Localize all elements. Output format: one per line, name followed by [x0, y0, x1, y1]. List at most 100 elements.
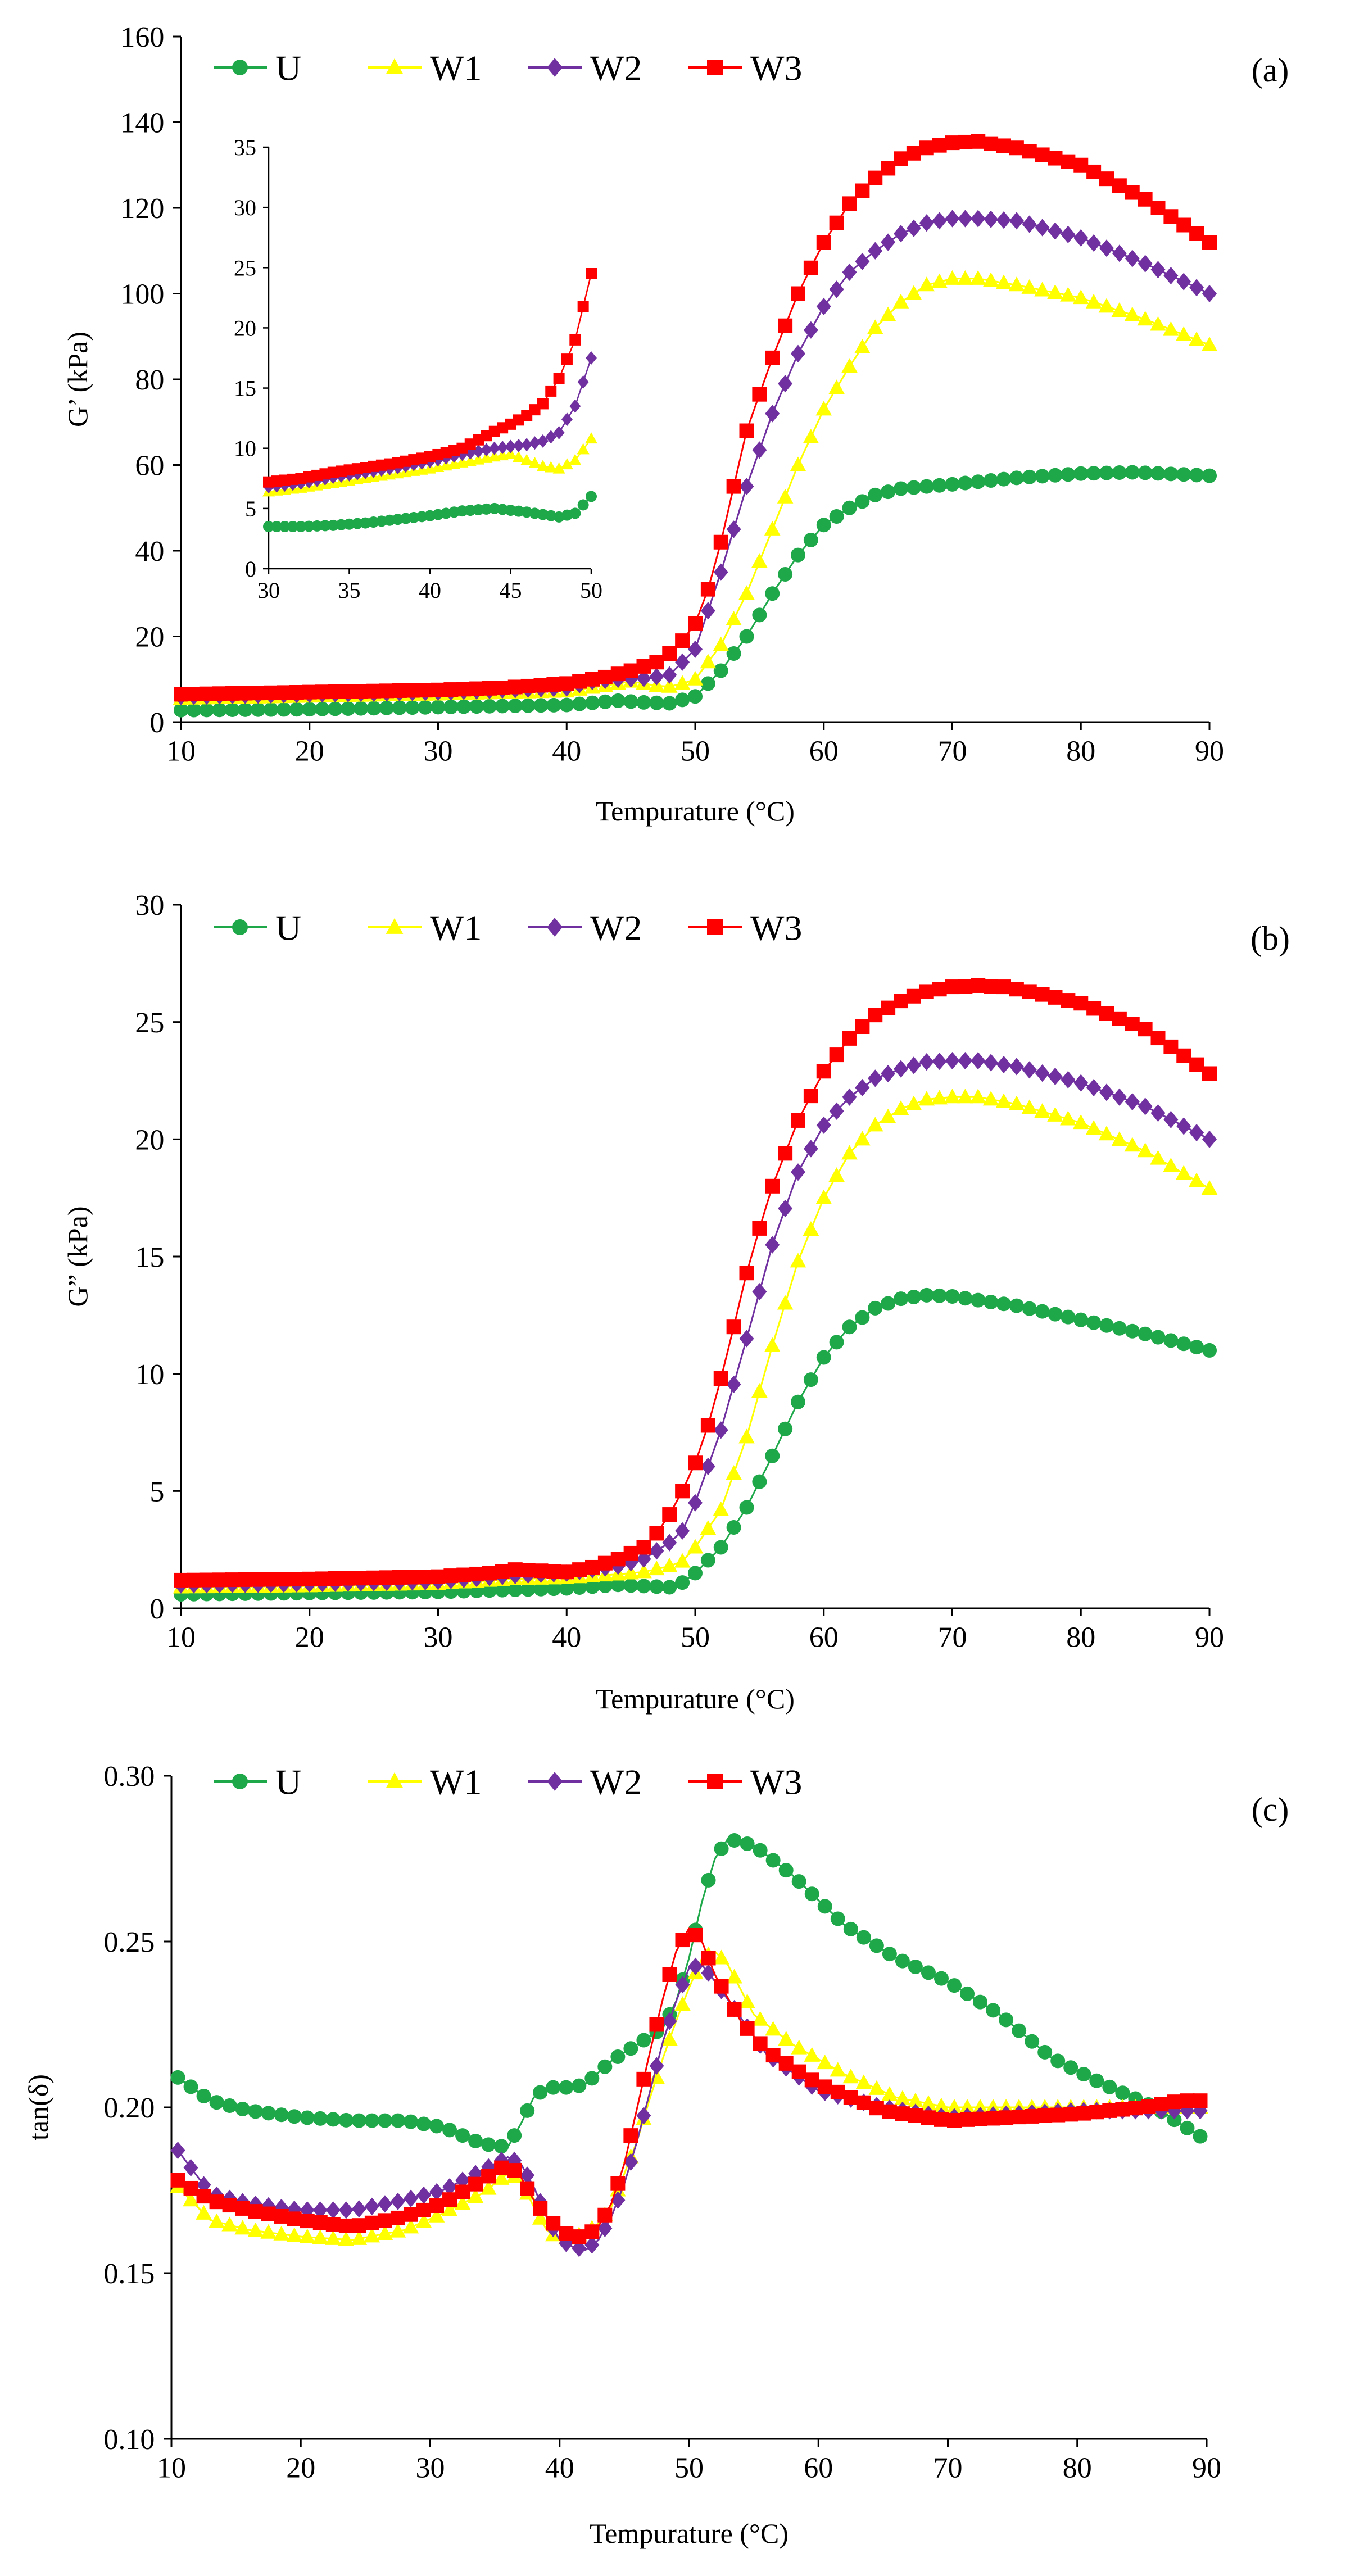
data-point-W3 [186, 1572, 201, 1588]
data-point-U [1035, 469, 1050, 484]
data-point-W3 [869, 2101, 884, 2116]
y-axis-label: G’ (kPa) [62, 332, 93, 427]
data-point-W2 [894, 1060, 908, 1078]
data-point-W2 [919, 214, 934, 232]
data-point-U [1150, 1330, 1166, 1345]
data-point-W3 [1163, 209, 1179, 224]
data-point-W1 [982, 1091, 999, 1106]
data-point-W3 [354, 1571, 369, 1586]
data-point-U [971, 1292, 986, 1308]
y-tick-label: 25 [135, 1007, 164, 1039]
data-point-W2 [958, 210, 973, 228]
x-tick-label: 40 [552, 736, 581, 768]
data-point-U [533, 1581, 549, 1597]
data-point-W3 [1063, 2107, 1078, 2122]
data-point-W1 [868, 2080, 885, 2095]
data-point-U [701, 1872, 716, 1888]
data-point-W1 [1137, 311, 1153, 326]
y-axis-label: tan(δ) [22, 2074, 54, 2140]
data-point-W2 [1150, 1104, 1166, 1122]
data-point-U [366, 701, 382, 716]
legend-marker [232, 60, 248, 75]
data-point-W3 [921, 2110, 936, 2125]
data-point-W3 [248, 2204, 263, 2219]
data-point-W3 [973, 2111, 988, 2126]
data-point-U [636, 1579, 651, 1594]
data-point-U [843, 1921, 858, 1936]
data-point-W3 [418, 683, 433, 698]
data-point-W3 [442, 2192, 457, 2207]
data-point-U [263, 521, 274, 532]
data-point-W2 [488, 441, 500, 455]
data-point-W3 [856, 2095, 871, 2110]
data-point-W3 [289, 1572, 304, 1587]
data-point-U [1073, 466, 1089, 481]
data-point-U [636, 695, 651, 710]
data-point-W3 [212, 1572, 227, 1588]
data-point-W1 [918, 1091, 935, 1106]
data-point-U [830, 1911, 845, 1926]
data-point-W1 [905, 1095, 922, 1110]
data-point-U [1025, 2034, 1040, 2049]
data-point-U [1048, 1307, 1063, 1322]
data-point-W3 [546, 677, 561, 692]
data-point-U [1115, 2085, 1130, 2101]
data-point-W3 [312, 2215, 328, 2230]
legend-item-W1: W1 [368, 908, 482, 947]
data-point-W1 [969, 1089, 986, 1104]
data-point-U [443, 699, 459, 714]
data-point-W2 [894, 225, 908, 243]
data-point-W3 [932, 138, 947, 153]
data-point-U [740, 1836, 755, 1851]
data-point-W3 [300, 2214, 315, 2229]
data-point-W1 [649, 1561, 665, 1576]
data-point-W1 [569, 453, 582, 465]
data-point-W1 [402, 2219, 419, 2234]
data-point-W3 [791, 2064, 806, 2079]
data-point-W3 [251, 1572, 266, 1587]
data-point-W3 [494, 2160, 509, 2175]
x-tick-label: 80 [1066, 1622, 1095, 1654]
data-point-U [649, 695, 664, 710]
data-point-U [559, 697, 574, 713]
data-point-W1 [687, 1539, 704, 1554]
data-point-W2 [1150, 261, 1166, 279]
data-point-U [765, 1448, 780, 1463]
data-point-U [986, 2003, 1001, 2018]
data-point-W3 [984, 979, 999, 994]
data-point-W3 [688, 616, 703, 631]
y-tick-label: 60 [135, 450, 164, 482]
data-point-W1 [854, 1131, 871, 1146]
data-point-W2 [513, 438, 524, 452]
data-point-U [274, 2107, 289, 2123]
data-point-W3 [1037, 2108, 1053, 2123]
data-point-U [726, 1520, 741, 1535]
data-point-W3 [1048, 151, 1063, 166]
data-point-W2 [688, 1494, 703, 1512]
data-point-U [1076, 2067, 1091, 2081]
x-tick-label: 60 [809, 736, 839, 768]
data-point-W1 [1201, 337, 1218, 352]
x-tick-label: 40 [419, 578, 441, 603]
legend-marker [547, 1772, 563, 1791]
data-point-U [739, 1500, 754, 1515]
x-axis-label: Tempurature (°C) [596, 1683, 795, 1715]
data-point-U [1050, 2053, 1066, 2069]
data-point-U [328, 701, 343, 716]
data-point-W1 [674, 1996, 691, 2011]
data-point-W3 [996, 979, 1011, 995]
data-point-W3 [688, 1928, 703, 1943]
data-point-W1 [881, 2086, 898, 2101]
data-point-W3 [610, 1552, 626, 1567]
data-point-W3 [264, 1572, 279, 1587]
data-point-W3 [933, 2112, 949, 2127]
data-point-W2 [726, 1375, 741, 1394]
data-point-W1 [1034, 282, 1050, 297]
data-point-W3 [1150, 1031, 1166, 1046]
data-point-W1 [1047, 1106, 1063, 1122]
data-point-U [199, 702, 214, 718]
data-point-W3 [507, 1562, 523, 1577]
data-point-U [1048, 468, 1063, 483]
data-point-W3 [740, 2021, 755, 2036]
data-point-W3 [958, 979, 973, 994]
